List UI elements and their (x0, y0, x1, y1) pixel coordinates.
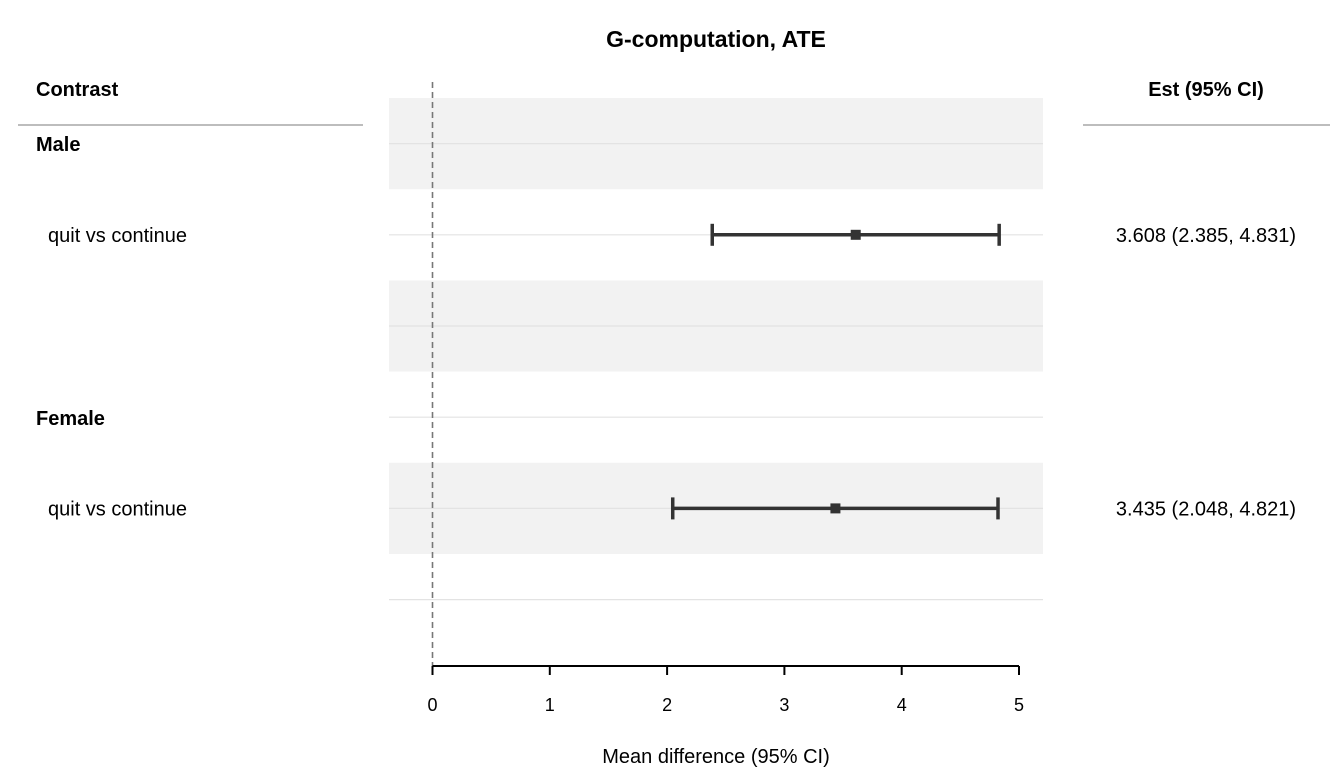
row-labels: Male quit vs continue Female quit vs contin… (36, 134, 187, 520)
contrast-label: quit vs continue (48, 225, 187, 247)
group-label: Male (36, 134, 80, 156)
chart-title: G-computation, ATE (606, 26, 826, 52)
point-estimate (830, 503, 841, 514)
x-tick-label: 0 (427, 695, 437, 715)
x-tick-label: 1 (545, 695, 555, 715)
estimate-texts: 3.608 (2.385, 4.831) 3.435 (2.048, 4.821) (1116, 225, 1296, 521)
x-axis: 0 1 2 3 4 5 (427, 665, 1024, 715)
estimate-text: 3.435 (2.048, 4.821) (1116, 498, 1296, 520)
contrast-label: quit vs continue (48, 498, 187, 520)
group-label: Female (36, 408, 105, 430)
estimate-header: Est (95% CI) (1148, 79, 1264, 101)
point-estimate (850, 229, 861, 240)
x-tick-label: 4 (897, 695, 907, 715)
x-tick-label: 3 (779, 695, 789, 715)
x-tick-label: 5 (1014, 695, 1024, 715)
estimate-text: 3.608 (2.385, 4.831) (1116, 225, 1296, 247)
x-tick-label: 2 (662, 695, 672, 715)
x-axis-label: Mean difference (95% CI) (602, 746, 830, 768)
confidence-intervals (670, 223, 1001, 520)
contrast-header: Contrast (36, 79, 119, 101)
